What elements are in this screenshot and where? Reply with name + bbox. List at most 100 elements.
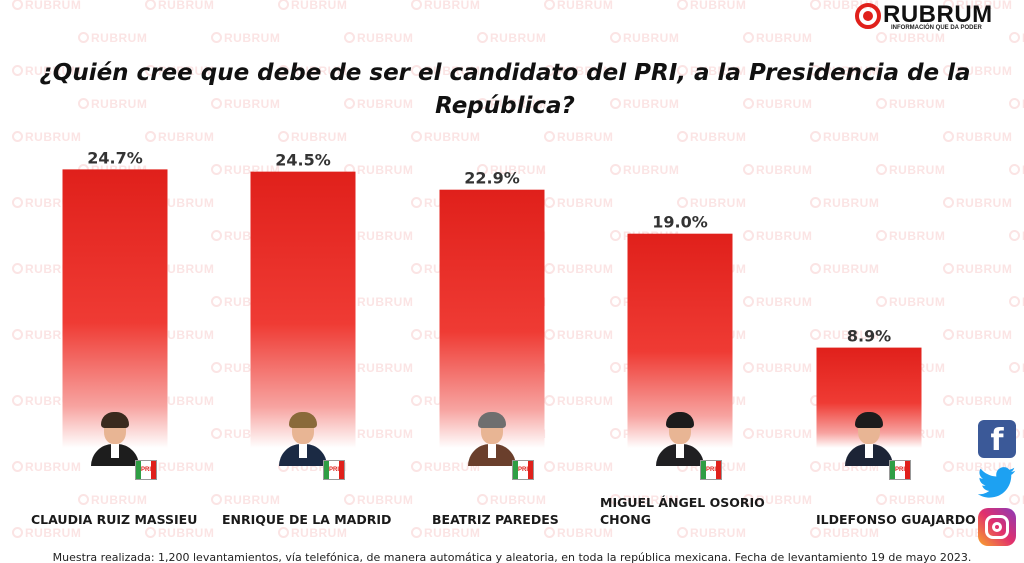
bar-3: [439, 189, 545, 449]
watermark-text: RUBRUM: [544, 64, 613, 78]
watermark-text: RUBRUM: [876, 229, 945, 243]
watermark-text: RUBRUM: [1009, 229, 1024, 243]
watermark-text: RUBRUM: [810, 196, 879, 210]
candidate-name-4: MIGUEL ÁNGEL OSORIO CHONG: [600, 494, 765, 528]
watermark-text: RUBRUM: [876, 295, 945, 309]
watermark-text: RUBRUM: [1009, 97, 1024, 111]
watermark-text: RUBRUM: [743, 97, 812, 111]
watermark-text: RUBRUM: [943, 0, 1012, 12]
watermark-text: RUBRUM: [78, 31, 147, 45]
watermark-text: RUBRUM: [810, 130, 879, 144]
watermark-text: RUBRUM: [1009, 361, 1024, 375]
pri-logo-icon: PRI: [323, 460, 345, 480]
watermark-text: RUBRUM: [943, 64, 1012, 78]
watermark-text: RUBRUM: [544, 262, 613, 276]
twitter-icon[interactable]: [977, 466, 1016, 500]
brand-logo-mark: [855, 3, 881, 29]
watermark-text: RUBRUM: [1009, 163, 1024, 177]
watermark-text: RUBRUM: [211, 31, 280, 45]
watermark-text: RUBRUM: [544, 328, 613, 342]
brand-tagline: INFORMACIÓN QUE DA PODER: [891, 25, 982, 31]
watermark-text: RUBRUM: [78, 493, 147, 507]
data-label-4: 19.0%: [652, 213, 708, 232]
facebook-icon[interactable]: f: [978, 420, 1016, 458]
watermark-text: RUBRUM: [344, 31, 413, 45]
candidate-name-2: ENRIQUE DE LA MADRID: [222, 511, 391, 528]
watermark-text: RUBRUM: [610, 97, 679, 111]
watermark-text: RUBRUM: [12, 130, 81, 144]
watermark-text: RUBRUM: [743, 361, 812, 375]
watermark-text: RUBRUM: [411, 64, 480, 78]
watermark-text: RUBRUM: [411, 460, 480, 474]
watermark-text: RUBRUM: [544, 526, 613, 540]
watermark-text: RUBRUM: [743, 493, 812, 507]
candidate-name-3: BEATRIZ PAREDES: [432, 511, 559, 528]
brand-logo: RUBRUM INFORMACIÓN QUE DA PODER: [855, 1, 1010, 32]
watermark-text: RUBRUM: [211, 97, 280, 111]
footnote: Muestra realizada: 1,200 levantamientos,…: [52, 551, 972, 563]
watermark-text: RUBRUM: [743, 427, 812, 441]
bar-1: [62, 169, 168, 448]
candidate-photo-1: [89, 410, 141, 466]
watermark-text: RUBRUM: [743, 295, 812, 309]
watermark-text: RUBRUM: [677, 0, 746, 12]
candidate-name-line: BEATRIZ PAREDES: [432, 512, 559, 527]
watermark-text: RUBRUM: [743, 229, 812, 243]
brand-name: RUBRUM: [883, 1, 993, 28]
watermark-text: RUBRUM: [278, 0, 347, 12]
pri-logo-icon: PRI: [889, 460, 911, 480]
watermark-text: RUBRUM: [411, 526, 480, 540]
watermark-text: RUBRUM: [211, 493, 280, 507]
watermark-text: RUBRUM: [12, 64, 81, 78]
watermark-text: RUBRUM: [810, 328, 879, 342]
watermark-text: RUBRUM: [278, 130, 347, 144]
watermark-text: RUBRUM: [477, 97, 546, 111]
watermark-text: RUBRUM: [145, 64, 214, 78]
data-label-5: 8.9%: [847, 327, 891, 346]
watermark-text: RUBRUM: [943, 196, 1012, 210]
watermark-text: RUBRUM: [677, 64, 746, 78]
watermark-text: RUBRUM: [610, 493, 679, 507]
watermark-text: RUBRUM: [344, 97, 413, 111]
watermark-text: RUBRUM: [876, 493, 945, 507]
watermark-text: RUBRUM: [12, 460, 81, 474]
candidate-photo-4: [654, 410, 706, 466]
watermark-text: RUBRUM: [145, 0, 214, 12]
watermark-text: RUBRUM: [876, 31, 945, 45]
watermark-text: RUBRUM: [677, 526, 746, 540]
watermark-text: RUBRUM: [411, 0, 480, 12]
watermark-text: RUBRUM: [12, 0, 81, 12]
watermark-text: RUBRUM: [810, 64, 879, 78]
candidate-name-5: ILDEFONSO GUAJARDO: [816, 511, 976, 528]
watermark-text: RUBRUM: [544, 196, 613, 210]
watermark-text: RUBRUM: [943, 394, 1012, 408]
watermark-text: RUBRUM: [78, 97, 147, 111]
watermark-text: RUBRUM: [1009, 31, 1024, 45]
watermark-text: RUBRUM: [810, 262, 879, 276]
chart-title: ¿Quién cree que debe de ser el candidato…: [39, 60, 971, 119]
watermark-text: RUBRUM: [278, 526, 347, 540]
watermark-text: RUBRUM: [477, 163, 546, 177]
pri-logo-icon: PRI: [135, 460, 157, 480]
instagram-camera-glyph: [985, 515, 1009, 539]
watermark-text: RUBRUM: [1009, 295, 1024, 309]
watermark-text: RUBRUM: [943, 130, 1012, 144]
data-label-1: 24.7%: [87, 148, 143, 167]
watermark-text: RUBRUM: [610, 163, 679, 177]
candidate-photo-2: [277, 410, 329, 466]
instagram-icon[interactable]: [978, 508, 1016, 546]
candidate-name-1: CLAUDIA RUIZ MASSIEU: [31, 511, 197, 528]
data-label-2: 24.5%: [275, 151, 331, 170]
watermark-text: RUBRUM: [344, 493, 413, 507]
candidate-name-line: ENRIQUE DE LA MADRID: [222, 512, 392, 527]
data-label-3: 22.9%: [464, 169, 520, 188]
candidate-name-line: CLAUDIA RUIZ MASSIEU: [31, 512, 198, 527]
watermark-text: RUBRUM: [12, 526, 81, 540]
watermark-text: RUBRUM: [544, 394, 613, 408]
bar-2: [250, 171, 356, 448]
watermark-text: RUBRUM: [544, 0, 613, 12]
watermark-text: RUBRUM: [677, 196, 746, 210]
watermark-text: RUBRUM: [145, 130, 214, 144]
candidate-photo-3: [466, 410, 518, 466]
